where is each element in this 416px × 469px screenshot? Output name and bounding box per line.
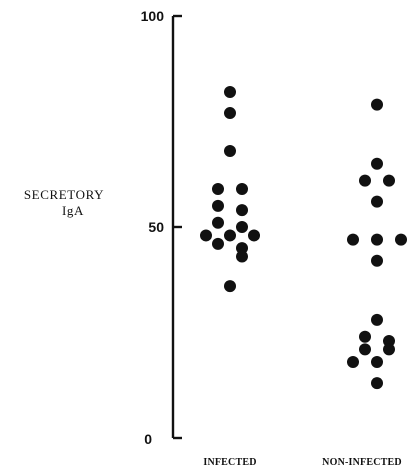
y-axis: 100 50 0 xyxy=(141,8,182,447)
y-axis-title: SECRETORY IgA xyxy=(24,187,104,218)
non-infected-point-0 xyxy=(371,98,383,111)
non-infected-point-11 xyxy=(383,334,395,347)
non-infected-point-3 xyxy=(383,174,395,187)
non-infected-point-7 xyxy=(395,233,407,246)
infected-point-4 xyxy=(236,183,248,196)
non-infected-point-8 xyxy=(371,254,383,267)
infected-point-9 xyxy=(200,229,212,242)
non-infected-point-10 xyxy=(359,330,371,343)
infected-point-15 xyxy=(224,280,236,293)
non-infected-point-4 xyxy=(371,195,383,208)
non-infected-point-6 xyxy=(371,233,383,246)
non-infected-point-2 xyxy=(359,174,371,187)
non-infected-point-15 xyxy=(371,356,383,369)
y-tick-label-0: 0 xyxy=(144,431,152,447)
non-infected-point-5 xyxy=(347,233,359,246)
y-tick-label-50: 50 xyxy=(148,219,164,235)
category-label-infected: INFECTED xyxy=(203,457,256,468)
infected-point-0 xyxy=(224,85,236,98)
x-category-labels: INFECTED NON-INFECTED xyxy=(203,457,401,468)
infected-point-14 xyxy=(236,250,248,263)
infected-point-8 xyxy=(236,221,248,233)
infected-point-5 xyxy=(212,199,224,212)
non-infected-point-14 xyxy=(347,356,359,369)
infected-point-11 xyxy=(248,229,260,242)
non-infected-point-12 xyxy=(359,343,371,356)
y-tick-label-100: 100 xyxy=(141,8,165,24)
infected-point-10 xyxy=(224,229,236,242)
non-infected-point-1 xyxy=(371,157,383,170)
y-axis-label-line1: SECRETORY xyxy=(24,187,104,202)
infected-point-6 xyxy=(236,204,248,217)
infected-point-7 xyxy=(212,216,224,229)
data-points xyxy=(200,85,407,390)
infected-point-3 xyxy=(212,183,224,196)
infected-point-12 xyxy=(212,237,224,250)
infected-point-2 xyxy=(224,145,236,158)
non-infected-point-16 xyxy=(371,377,383,390)
y-axis-label-line2: IgA xyxy=(62,203,84,218)
non-infected-point-9 xyxy=(371,313,383,326)
non-infected-point-13 xyxy=(383,343,395,356)
category-label-non-infected: NON-INFECTED xyxy=(322,457,402,468)
infected-point-1 xyxy=(224,107,236,120)
infected-point-13 xyxy=(236,242,248,255)
